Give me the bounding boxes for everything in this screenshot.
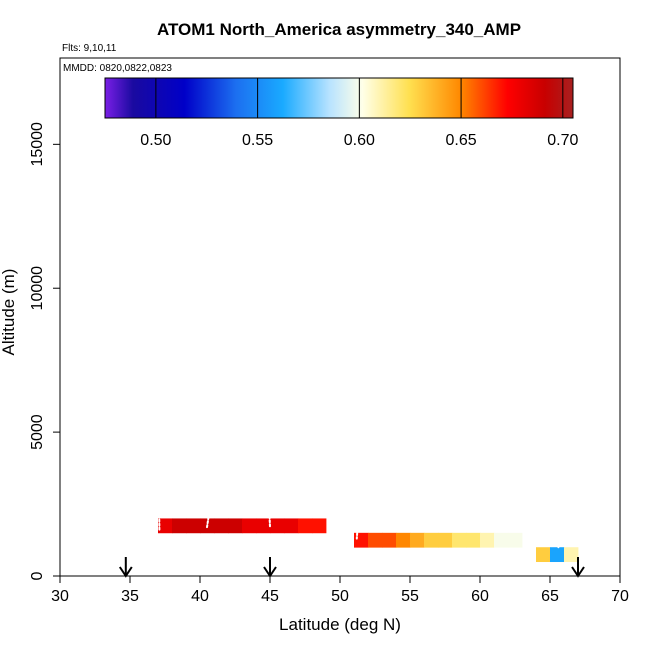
colorbar-ticks: 0.50 0.55 0.60 0.65 0.70 [140,78,578,149]
arrow-head-icon [118,566,133,578]
heatmap-cells [158,518,579,563]
heatmap-cell [438,532,453,548]
arrow-head-icon [571,566,585,578]
colorbar-tick-label: 0.55 [242,132,273,149]
x-tick-label: 70 [611,588,629,605]
heatmap-cell [214,518,229,534]
heatmap-cell [424,532,439,548]
heatmap-cell [410,532,425,548]
x-tick-label: 50 [331,588,349,605]
colorbar-tick-label: 0.60 [344,132,375,149]
flight-track-line [277,235,360,540]
flight-tracks [123,212,621,549]
heatmap-cell [494,532,509,548]
x-tick-label: 65 [541,588,559,605]
colorbar: 0.50 0.55 0.60 0.65 0.70 [104,77,578,149]
colorbar-tick-label: 0.50 [140,132,171,149]
y-tick-label: 10000 [29,266,46,311]
heatmap-cell [186,518,201,534]
chart-title: ATOM1 North_America asymmetry_340_AMP [157,20,521,39]
heatmap-cell [466,532,481,548]
x-axis: 30 35 40 45 50 55 60 65 70 [51,576,629,605]
heatmap-cell [242,518,257,534]
flight-track-line [554,252,621,479]
heatmap-cell [228,518,243,534]
x-tick-label: 35 [121,588,139,605]
heatmap-cell [480,532,495,548]
y-tick-label: 15000 [29,122,46,167]
y-axis-label: Altitude (m) [0,269,18,356]
flight-track-line [357,253,560,549]
location-arrows [118,557,585,578]
x-tick-label: 55 [401,588,419,605]
x-tick-label: 30 [51,588,69,605]
heatmap-cell [536,547,551,563]
x-axis-label: Latitude (deg N) [279,615,401,634]
heatmap-cell [550,547,565,563]
colorbar-tick-label: 0.70 [547,132,578,149]
flight-track-line [171,298,213,405]
heatmap-cell [270,518,285,534]
heatmap-cell [256,518,271,534]
y-tick-label: 5000 [29,414,46,450]
arrow-head-icon [263,566,277,578]
x-tick-label: 45 [261,588,279,605]
flight-track-line [123,212,161,531]
x-tick-label: 40 [191,588,209,605]
heatmap-cell [172,518,187,534]
dates-label: MMDD: 0820,0822,0823 [63,63,172,74]
heatmap-cell [158,518,173,534]
heatmap-cell [508,532,523,548]
heatmap-cell [452,532,467,548]
flights-label: Flts: 9,10,11 [62,43,117,54]
heatmap-cell [368,532,383,548]
heatmap-cell [312,518,327,534]
y-tick-label: 0 [29,571,46,580]
x-tick-label: 60 [471,588,489,605]
colorbar-tick-label: 0.65 [446,132,477,149]
heatmap-cell [564,547,579,563]
colorbar-gradient [104,77,574,119]
heatmap-cell [298,518,313,534]
heatmap-cell [284,518,299,534]
y-axis: 0 5000 10000 15000 [29,122,60,580]
heatmap-cell [396,532,411,548]
heatmap-cell [382,532,397,548]
flight-track-line [206,296,271,529]
